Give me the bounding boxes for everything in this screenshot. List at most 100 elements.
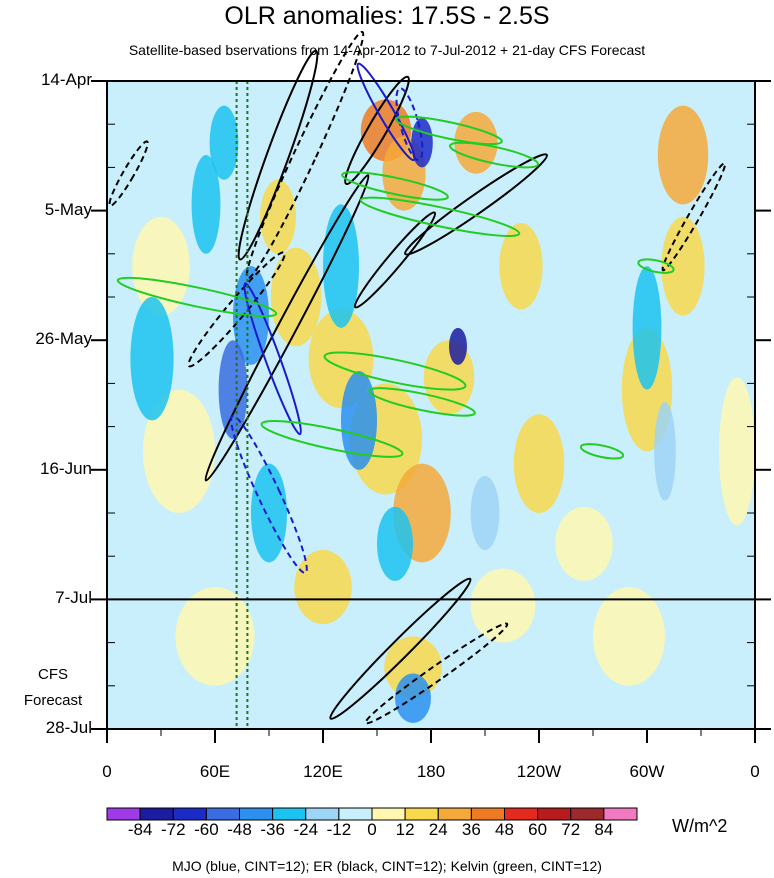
kelvin-contour [395,115,503,146]
er-contour [329,577,472,720]
colorbar-swatch [106,807,141,821]
positive-anomaly-blob [555,506,613,581]
negative-anomaly-blob [449,327,467,365]
negative-anomaly-blob [251,463,287,563]
colorbar-swatch [504,807,539,821]
colorbar-swatch [172,807,207,821]
x-tick-label: 60E [199,762,231,781]
er-contour [404,153,548,256]
y-tick-label: 26-May [35,329,92,349]
y-tick-label: 14-Apr [40,70,92,89]
colorbar-swatch [205,807,240,821]
mjo-contour [356,62,416,162]
x-tick-label: 60W [629,762,665,781]
positive-anomaly-blob [499,222,543,310]
y-tick-label: 7-Jul [55,588,92,608]
forecast-label-line1: CFS [38,666,68,683]
positive-anomaly-blob [513,414,565,513]
colorbar-label: -24 [293,820,319,839]
negative-anomaly-blob [130,297,174,421]
positive-anomaly-blob [294,550,352,625]
colorbar-label: -60 [194,820,219,839]
x-tick-label: 120W [516,762,562,781]
x-tick-label: 120E [303,762,343,781]
colorbar-label: 48 [495,820,514,839]
colorbar-label: 84 [594,820,614,839]
colorbar-swatch [371,807,406,821]
kelvin-contour [637,258,675,274]
kelvin-contour [323,351,467,391]
kelvin-contour [368,387,476,417]
negative-anomaly-blob [632,266,662,390]
er-contour-negative [108,140,149,207]
positive-anomaly-blob [657,105,709,205]
colorbar-units: W/m^2 [672,816,728,836]
colorbar-swatch [570,807,605,821]
mjo-contour [243,282,302,436]
colorbar-swatch [603,807,638,821]
x-tick-label: 0 [750,762,760,781]
er-contour [204,174,370,482]
colorbar-label: -36 [260,820,285,839]
forecast-label-line2: Forecast [23,692,83,709]
y-tick-label: 28-Jul [45,718,92,737]
negative-anomaly-blob [218,340,248,439]
positive-anomaly-blob [270,247,322,347]
positive-anomaly-blob [132,216,190,316]
kelvin-contour [116,276,278,318]
er-contour [237,49,319,261]
colorbar-label: 24 [428,820,448,839]
colorbar-swatch [305,807,340,821]
kelvin-contour [359,196,521,237]
colorbar-label: 0 [367,820,377,839]
kelvin-contour [260,420,404,458]
chart-subtitle: Satellite-based bservations from 14-Apr-… [128,42,646,58]
colorbar-swatch [272,807,307,821]
kelvin-contour [448,141,540,169]
negative-anomaly-blob [341,371,377,470]
negative-anomaly-blob [470,475,500,551]
positive-anomaly-blob [593,587,665,686]
colorbar-swatch [239,807,274,821]
positive-anomaly-blob [470,568,536,643]
positive-anomaly-blob [384,636,442,699]
negative-anomaly-blob [191,155,221,254]
er-contour-negative [661,162,727,272]
colorbar-label: -12 [326,820,352,839]
negative-anomaly-blob [209,105,239,180]
colorbar-label: 36 [461,820,481,839]
positive-anomaly-blob [719,377,755,526]
colorbar-swatch [437,807,472,821]
er-contour-negative [245,30,365,280]
mjo-contour-negative [230,415,308,574]
y-tick-label: 16-Jun [40,458,92,478]
colorbar-swatch [338,807,373,821]
positive-anomaly-blob [143,389,215,513]
negative-anomaly-blob [323,204,359,328]
colorbar-swatch [470,807,505,821]
positive-anomaly-blob [260,179,296,254]
er-contour-negative [364,622,509,725]
er-contour [344,75,410,186]
colorbar-swatch [139,807,174,821]
negative-anomaly-blob [377,506,413,581]
x-tick-label: 0 [102,762,112,781]
kelvin-contour [579,443,625,460]
er-contour [353,211,437,309]
positive-anomaly-blob [175,587,255,686]
colorbar-label: 72 [561,820,581,839]
x-tick-label: 180 [416,762,446,781]
negative-anomaly-blob [654,401,676,501]
colorbar-label: -72 [160,820,186,839]
kelvin-contour [341,171,449,201]
colorbar-label: 12 [395,820,415,839]
mjo-contour-negative [395,87,424,162]
contour-caption: MJO (blue, CINT=12); ER (black, CINT=12)… [172,858,602,874]
colorbar-swatch [537,807,572,821]
positive-anomaly-blob [661,216,705,316]
colorbar-label: 60 [528,820,548,839]
colorbar-swatch [404,807,439,821]
colorbar-label: -48 [227,820,252,839]
chart-title: OLR anomalies: 17.5S - 2.5S [224,2,550,30]
